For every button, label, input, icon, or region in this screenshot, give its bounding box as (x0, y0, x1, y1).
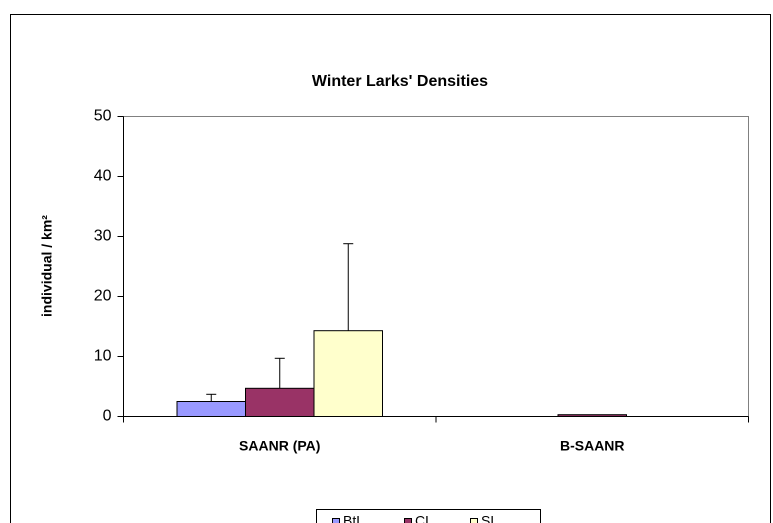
chart-title: Winter Larks' Densities (312, 73, 488, 90)
x-tick-label: SAANR (PA) (239, 438, 320, 454)
y-axis-label: individual / km² (39, 215, 55, 317)
bar (313, 330, 383, 418)
legend-label: BtL (343, 513, 364, 523)
y-tick-label: 30 (94, 228, 112, 245)
y-tick-label: 10 (94, 348, 112, 365)
y-tick-label: 40 (94, 168, 112, 185)
y-tick-label: 50 (94, 108, 112, 125)
x-tick-label: B-SAANR (560, 438, 625, 454)
legend-swatch (404, 518, 412, 523)
legend-label: CL (415, 513, 433, 523)
legend-label: SL (481, 513, 498, 523)
y-tick-label: 20 (94, 288, 112, 305)
bar (176, 401, 246, 417)
legend-box (316, 509, 541, 523)
chart-border (10, 14, 771, 523)
y-tick-label: 0 (103, 408, 112, 425)
legend-swatch (470, 518, 478, 523)
legend-swatch (332, 518, 340, 523)
bar (245, 387, 315, 417)
